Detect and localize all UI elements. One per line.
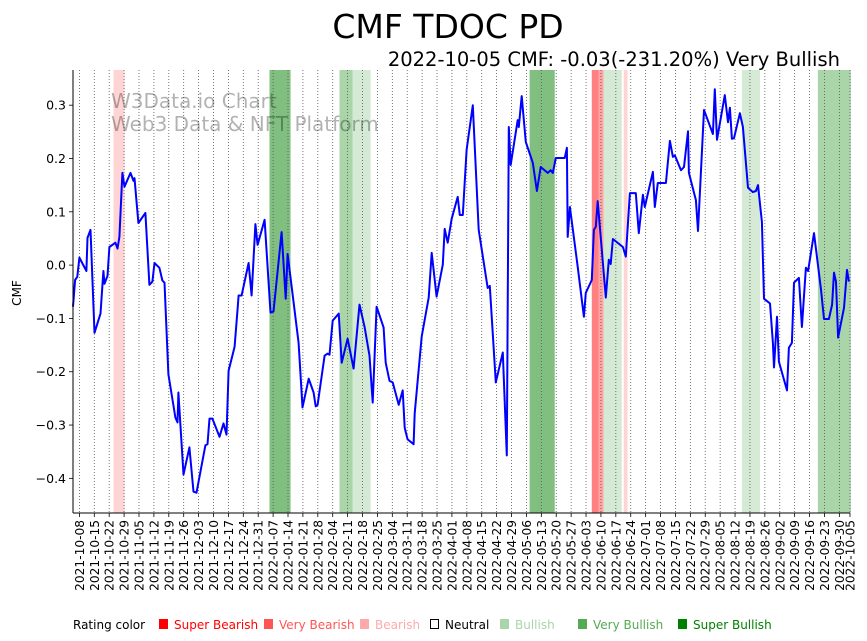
x-tick-label: 2021-12-24 [237,520,251,591]
x-tick-label: 2021-11-26 [177,520,191,591]
x-tick-label: 2022-05-06 [520,520,534,591]
x-tick-label: 2022-09-02 [773,520,787,591]
rating-band-bearish [623,70,628,513]
x-tick-label: 2021-12-17 [222,520,236,591]
legend-title: Rating color [73,618,145,632]
series-line-cmf [72,88,850,494]
legend-label-very-bearish: Very Bearish [279,618,355,632]
y-axis-label: CMF [10,280,24,306]
rating-band-super-bullish [269,70,291,513]
x-tick-label: 2021-11-19 [162,520,176,591]
x-tick-label: 2021-10-15 [88,520,102,591]
x-tick-label: 2022-09-16 [803,520,817,591]
legend-swatch-very-bullish [578,619,587,629]
x-tick-label: 2021-12-31 [252,520,266,591]
rating-band-super-bearish [591,70,599,513]
x-tick-label: 2021-10-29 [118,520,132,591]
watermark-line-2: Web3 Data & NFT Platform [111,112,379,136]
x-tick-label: 2022-01-14 [282,520,296,591]
rating-band-very-bearish [598,70,604,513]
legend-swatch-bearish [360,619,369,629]
x-tick-label: 2022-07-22 [684,520,698,591]
x-tick-label: 2022-06-10 [594,520,608,591]
x-tick-label: 2022-09-30 [833,520,847,591]
rating-bands [113,70,851,513]
x-tick-label: 2022-08-19 [743,520,757,591]
x-tick-label: 2022-04-15 [475,520,489,591]
x-tick-label: 2022-05-27 [565,520,579,591]
rating-band-bullish [741,70,760,513]
x-tick-label: 2022-07-29 [699,520,713,591]
x-tick-label: 2022-06-24 [624,520,638,591]
legend-label-super-bearish: Super Bearish [174,618,258,632]
legend-swatch-neutral [430,619,439,629]
x-tick-label: 2021-12-10 [207,520,221,591]
watermark-line-1: W3Data.io Chart [111,89,277,113]
vertical-gridlines [78,70,851,513]
legend-label-bullish: Bullish [515,618,555,632]
legend-label-neutral: Neutral [445,618,489,632]
rating-band-super-bullish [529,70,555,513]
x-tick-label: 2022-02-04 [326,520,340,591]
x-tick-label: 2022-08-26 [758,520,772,591]
x-tick-label: 2022-08-05 [714,520,728,591]
x-tick-label: 2022-07-08 [654,520,668,591]
x-tick-label: 2022-03-04 [386,520,400,591]
x-tick-label: 2022-02-11 [341,520,355,591]
rating-band-bullish [603,70,622,513]
axes: 2021-10-08 2021-10-15 2021-10-22 2021-10-29… [36,70,858,591]
x-tick-label: 2022-02-18 [356,520,370,591]
y-tick-label: −0.3 [36,418,66,433]
x-tick-label: 2022-07-15 [669,520,683,591]
rating-band-very-bullish [339,70,353,513]
x-tick-label: 2021-10-22 [103,520,117,591]
x-tick-label: 2022-03-11 [401,520,415,591]
y-tick-label: −0.2 [36,364,66,379]
y-tick-label: 0.2 [46,151,66,166]
x-tick-label: 2022-04-08 [460,520,474,591]
x-tick-label: 2022-09-09 [788,520,802,591]
legend: Rating color Super Bearish Very Bearish Bea… [73,618,772,632]
x-tick-label: 2022-01-07 [267,520,281,591]
x-tick-label: 2022-01-21 [296,520,310,591]
y-tick-label: 0.0 [46,258,66,273]
x-tick-label: 2022-06-17 [609,520,623,591]
y-tick-label: 0.3 [46,98,66,113]
x-tick-label: 2022-10-05 [844,520,858,591]
x-tick-label: 2021-11-05 [132,520,146,591]
series-lines [72,88,850,494]
x-tick-label: 2022-07-01 [639,520,653,591]
x-tick-label: 2022-01-28 [311,520,325,591]
x-tick-label: 2022-06-03 [580,520,594,591]
x-tick-label: 2022-08-12 [729,520,743,591]
rating-band-bullish [352,70,371,513]
x-tick-label: 2021-11-12 [147,520,161,591]
chart-title: CMF TDOC PD [332,7,563,46]
x-tick-label: 2022-02-25 [371,520,385,591]
legend-label-very-bullish: Very Bullish [593,618,663,632]
x-tick-label: 2022-04-29 [505,520,519,591]
legend-swatch-super-bullish [678,619,687,629]
legend-swatch-super-bearish [159,619,168,629]
x-tick-label: 2022-04-22 [490,520,504,591]
legend-label-super-bullish: Super Bullish [693,618,772,632]
chart-subtitle: 2022-10-05 CMF: -0.03(-231.20%) Very Bul… [388,48,840,71]
rating-band-bearish [113,70,125,513]
legend-swatch-bullish [500,619,509,629]
x-tick-label: 2022-03-18 [416,520,430,591]
x-tick-label: 2021-12-03 [192,520,206,591]
x-tick-label: 2022-05-13 [535,520,549,591]
y-tick-label: −0.1 [36,311,66,326]
x-tick-label: 2021-10-08 [73,520,87,591]
legend-label-bearish: Bearish [375,618,420,632]
y-tick-label: −0.4 [36,471,66,486]
legend-swatch-very-bearish [264,619,273,629]
x-tick-label: 2022-09-23 [818,520,832,591]
x-tick-label: 2022-03-25 [431,520,445,591]
y-tick-label: 0.1 [46,204,66,219]
x-tick-label: 2022-05-20 [550,520,564,591]
x-tick-label: 2022-04-01 [445,520,459,591]
